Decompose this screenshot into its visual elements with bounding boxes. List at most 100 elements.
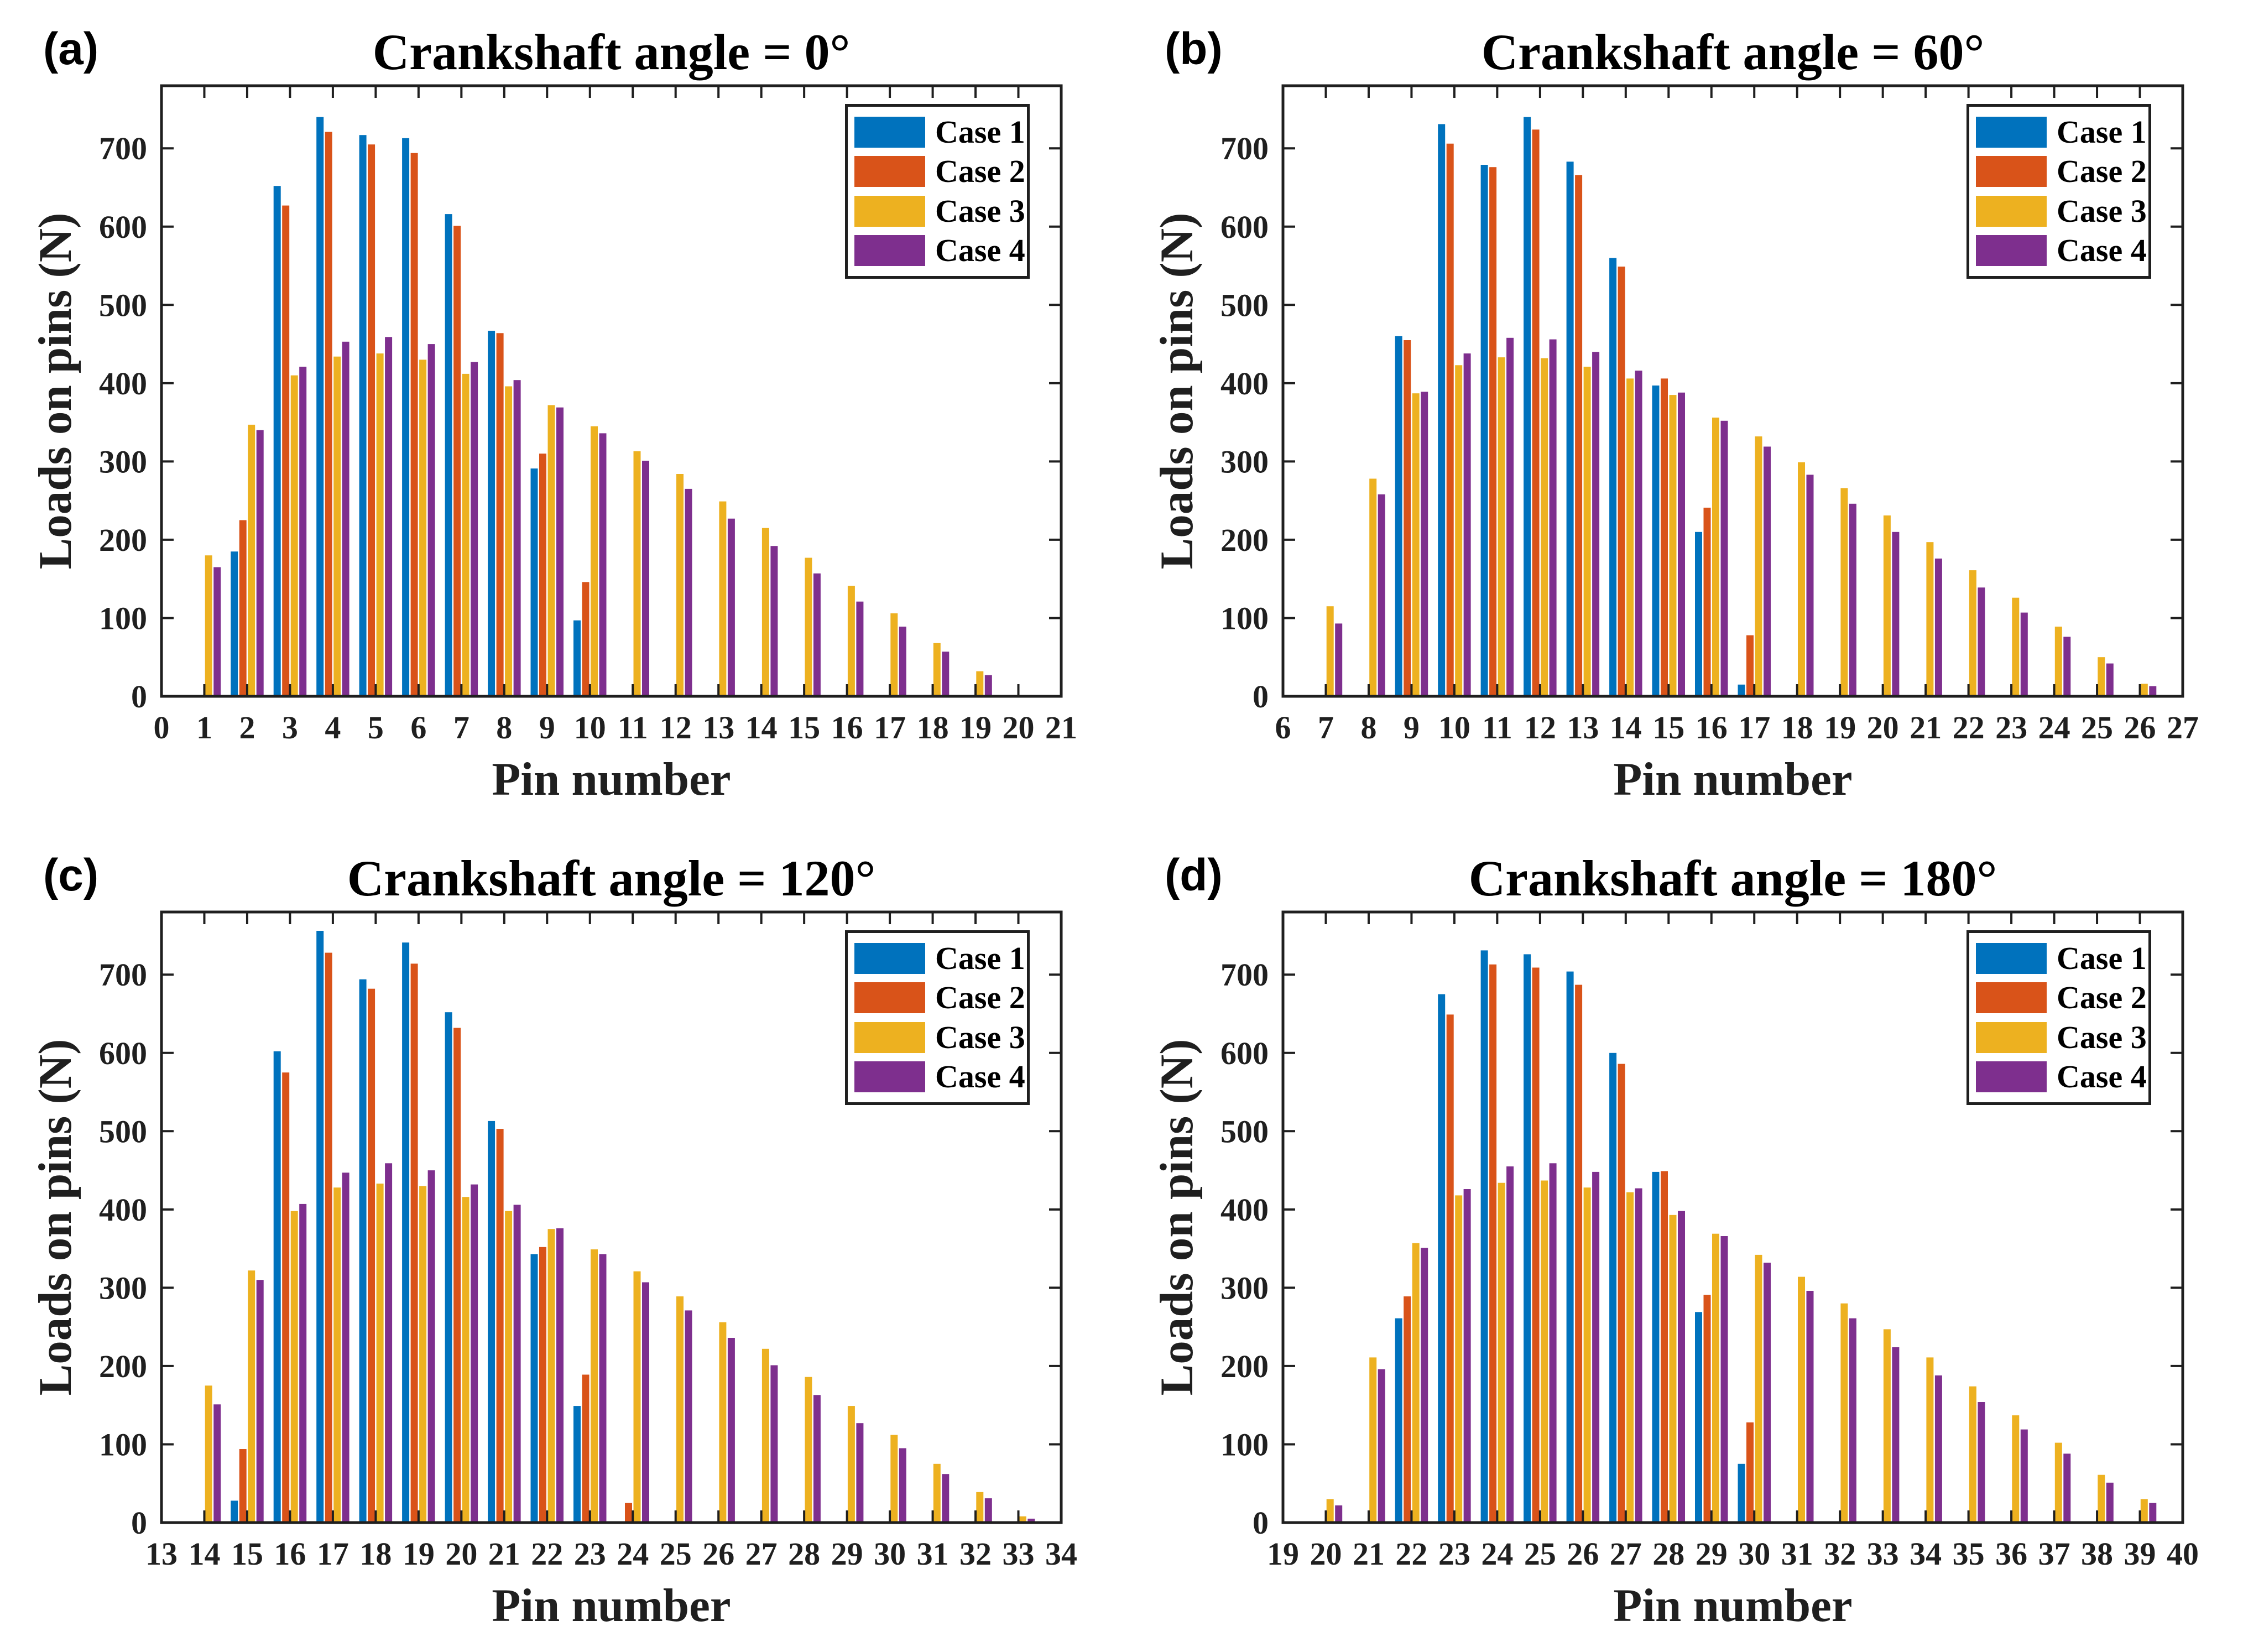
bar-case-4-pin-3 (299, 367, 307, 696)
bar-case-2-pin-2 (239, 520, 247, 696)
bar-case-3-pin-34 (1926, 1357, 1934, 1523)
plot-box (1281, 84, 2184, 698)
bar-case-4-pin-8 (513, 380, 521, 696)
x-tick-label: 38 (2081, 1536, 2113, 1572)
bar-case-2-pin-15 (239, 1449, 247, 1523)
y-tick-label: 700 (1220, 131, 1269, 166)
plot-box (160, 910, 1063, 1524)
x-tick-label: 18 (359, 1536, 392, 1572)
bar-case-4-pin-31 (1806, 1291, 1814, 1523)
bar-case-4-pin-18 (1806, 475, 1814, 696)
bar-case-2-pin-9 (1404, 340, 1411, 696)
case-2-swatch (854, 982, 925, 1014)
y-tick-label: 500 (99, 1113, 147, 1149)
bar-case-4-pin-11 (642, 461, 649, 696)
case-2-swatch (1976, 156, 2047, 187)
bar-case-2-pin-12 (1532, 129, 1540, 696)
bar-case-4-pin-19 (1849, 503, 1856, 696)
case-1-swatch (854, 942, 925, 974)
bar-case-4-pin-29 (1720, 1236, 1728, 1523)
x-tick-label: 24 (617, 1536, 649, 1572)
x-tick-label: 36 (1995, 1536, 2027, 1572)
bar-case-3-pin-26 (1583, 1187, 1591, 1523)
panel-c-title: Crankshaft angle = 120° (347, 850, 876, 906)
x-tick-label: 34 (1910, 1536, 1942, 1572)
panel-a-letter: (a) (43, 24, 99, 74)
legend-item-case-2: Case 2 (854, 978, 1027, 1018)
bar-case-4-pin-2 (256, 430, 264, 696)
legend-label: Case 4 (935, 232, 1025, 269)
x-tick-label: 15 (1652, 710, 1684, 746)
bar-case-3-pin-26 (719, 1322, 727, 1523)
legend-label: Case 3 (2057, 192, 2147, 229)
case-4-swatch (854, 1061, 925, 1093)
bar-case-3-pin-11 (1498, 357, 1505, 696)
chart-svg-b: 6 7 8 9 10 11 12 13 14 15 16 17 18 19 20 21 22 23 24 25 26 27… (1220, 84, 2199, 746)
bar-case-1-pin-23 (1438, 994, 1446, 1523)
bar-case-2-pin-27 (1618, 1064, 1625, 1523)
bar-case-4-pin-17 (1764, 446, 1771, 696)
x-tick-label: 15 (788, 710, 820, 746)
bar-case-1-pin-10 (573, 620, 581, 696)
y-tick-label: 0 (1253, 679, 1269, 715)
bar-case-1-pin-3 (273, 186, 281, 696)
bar-case-4-pin-15 (1678, 392, 1685, 696)
bar-case-3-pin-9 (547, 405, 555, 696)
bar-case-2-pin-24 (1489, 964, 1497, 1523)
bar-case-4-pin-22 (1978, 587, 1985, 696)
x-tick-label: 30 (874, 1536, 906, 1572)
x-tick-label: 33 (1003, 1536, 1035, 1572)
bar-case-4-pin-23 (2020, 612, 2028, 696)
bar-case-4-pin-21 (513, 1205, 521, 1523)
y-tick-label: 0 (1253, 1505, 1269, 1541)
bar-case-4-pin-16 (1720, 420, 1728, 696)
bar-case-3-pin-9 (1412, 393, 1420, 696)
bar-case-4-pin-13 (727, 518, 735, 696)
bar-case-4-pin-32 (984, 1498, 992, 1523)
bar-case-2-pin-19 (410, 963, 418, 1523)
bar-case-4-pin-24 (642, 1282, 649, 1523)
bar-case-4-pin-17 (342, 1172, 350, 1523)
bar-case-1-pin-4 (316, 117, 324, 697)
bar-case-1-pin-15 (1652, 385, 1660, 696)
legend-label: Case 4 (2057, 1059, 2147, 1095)
bar-case-1-pin-19 (402, 942, 410, 1523)
bar-case-4-pin-27 (1635, 1188, 1642, 1523)
x-tick-label: 17 (317, 1536, 349, 1572)
bar-case-1-pin-2 (231, 551, 238, 696)
x-tick-label: 15 (231, 1536, 263, 1572)
case-4-swatch (1976, 235, 2047, 267)
bar-case-1-pin-24 (1480, 950, 1488, 1523)
legend-item-case-2: Case 2 (1976, 152, 2148, 192)
bar-case-1-pin-26 (1566, 971, 1574, 1523)
x-tick-label: 10 (574, 710, 606, 746)
bar-case-4-pin-28 (1678, 1211, 1685, 1523)
bar-case-3-pin-2 (248, 424, 255, 696)
bar-case-1-pin-23 (573, 1406, 581, 1523)
case-1-swatch (1976, 116, 2047, 148)
bar-case-4-pin-5 (385, 337, 393, 696)
panel-b-title: Crankshaft angle = 60° (1481, 24, 1985, 80)
bar-case-3-pin-27 (1626, 1192, 1634, 1523)
y-tick-label: 700 (99, 131, 147, 166)
x-tick-label: 13 (1567, 710, 1599, 746)
bar-case-3-pin-23 (591, 1249, 598, 1523)
bar-case-3-pin-8 (1369, 478, 1377, 696)
bar-case-3-pin-21 (1926, 542, 1934, 696)
x-tick-label: 32 (1824, 1536, 1856, 1572)
x-tick-label: 18 (1781, 710, 1813, 746)
bar-case-2-pin-6 (410, 153, 418, 696)
bar-case-3-pin-18 (933, 643, 941, 696)
y-tick-label: 100 (1220, 1426, 1269, 1462)
x-tick-label: 14 (188, 1536, 220, 1572)
bar-case-4-pin-20 (471, 1184, 478, 1523)
bar-case-2-pin-11 (1489, 167, 1497, 696)
bar-case-3-pin-32 (976, 1492, 984, 1523)
bar-case-4-pin-25 (685, 1310, 692, 1523)
bar-case-3-pin-28 (805, 1377, 812, 1523)
bar-case-1-pin-13 (1566, 161, 1574, 696)
bar-case-1-pin-22 (1395, 1318, 1402, 1523)
bar-case-2-pin-14 (1618, 267, 1625, 696)
bar-case-2-pin-16 (282, 1072, 290, 1523)
